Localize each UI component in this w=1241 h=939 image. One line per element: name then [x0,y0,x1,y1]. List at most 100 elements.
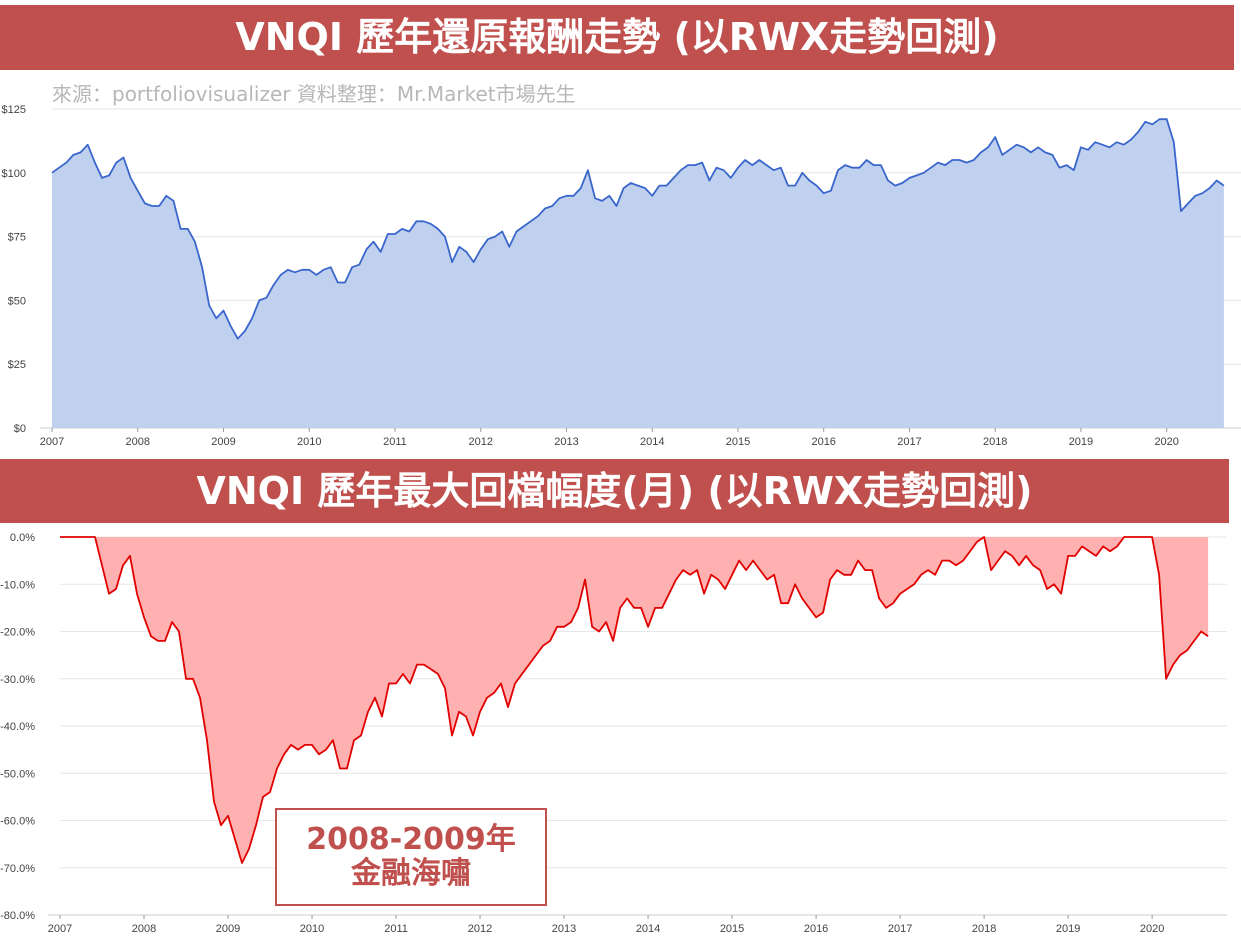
data-point [287,269,289,271]
data-point [65,162,67,164]
data-point [894,185,896,187]
data-point [358,264,360,266]
data-point [430,668,432,670]
data-point [1165,678,1167,680]
data-point [108,174,110,176]
x-tick-label: 2007 [48,923,72,935]
data-point [608,195,610,197]
data-point [1116,141,1118,143]
x-tick-label: 2017 [897,436,921,448]
data-point [1151,536,1153,538]
data-point [80,536,82,538]
data-point [744,159,746,161]
data-point [815,616,817,618]
data-point [101,177,103,179]
data-point [1116,545,1118,547]
data-point [1194,195,1196,197]
data-point [87,144,89,146]
data-point [115,162,117,164]
data-point [101,564,103,566]
data-point [72,154,74,156]
data-point [395,683,397,685]
data-point [365,248,367,250]
data-point [930,167,932,169]
data-point [1137,131,1139,133]
data-point [415,220,417,222]
data-point [199,697,201,699]
data-point [822,612,824,614]
data-point [144,202,146,204]
data-point [330,266,332,268]
data-point [866,159,868,161]
data-point [423,664,425,666]
data-point [1001,154,1003,156]
series-line [60,536,1209,864]
data-point [1144,121,1146,123]
data-point [1102,545,1104,547]
x-tick-label: 2013 [552,923,576,935]
data-point [1137,536,1139,538]
data-point [1087,149,1089,151]
data-point [227,815,229,817]
data-point [1023,146,1025,148]
data-point [766,164,768,166]
data-point [1032,564,1034,566]
data-point [680,169,682,171]
data-point [537,215,539,217]
data-point [223,310,225,312]
data-point [180,228,182,230]
data-point [584,579,586,581]
y-tick-label: -50.0% [0,768,35,780]
data-point [955,564,957,566]
data-point [730,177,732,179]
data-point [751,164,753,166]
data-point [808,180,810,182]
annotation-line-2: 金融海嘯 [351,856,471,891]
data-point [73,536,75,538]
data-point [1051,154,1053,156]
data-point [858,167,860,169]
data-point [752,560,754,562]
y-tick-label: -40.0% [0,721,35,733]
data-point [380,251,382,253]
data-point [234,838,236,840]
data-point [948,560,950,562]
data-point [878,597,880,599]
data-point [115,588,117,590]
data-point [1016,144,1018,146]
data-point [1144,536,1146,538]
data-point [966,162,968,164]
data-point [388,683,390,685]
data-point [580,187,582,189]
x-tick-label: 2010 [297,436,321,448]
y-tick-label: 0.0% [10,532,35,544]
data-point [297,749,299,751]
data-point [738,560,740,562]
data-point [367,711,369,713]
data-point [916,174,918,176]
data-point [694,164,696,166]
data-point [58,167,60,169]
data-point [248,848,250,850]
data-point [374,697,376,699]
source-caption: 來源：portfoliovisualizer 資料整理：Mr.Market市場先… [52,82,576,106]
data-point [416,664,418,666]
data-point [351,266,353,268]
data-point [892,602,894,604]
data-point [122,564,124,566]
x-tick-label: 2008 [126,436,150,448]
data-point [437,228,439,230]
data-point [1094,141,1096,143]
data-point [934,574,936,576]
data-point [430,223,432,225]
y-tick-label: $0 [14,423,26,435]
data-point [843,574,845,576]
data-point [451,735,453,737]
data-point [987,146,989,148]
data-point [544,208,546,210]
data-point [301,269,303,271]
data-point [1130,139,1132,141]
data-point [346,768,348,770]
x-tick-label: 2014 [640,436,664,448]
data-point [332,739,334,741]
